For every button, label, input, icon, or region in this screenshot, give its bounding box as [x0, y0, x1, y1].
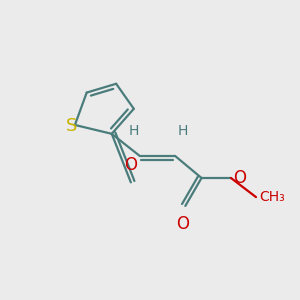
Text: H: H	[129, 124, 139, 138]
Text: H: H	[177, 124, 188, 138]
Text: CH₃: CH₃	[259, 190, 285, 204]
Text: O: O	[124, 156, 137, 174]
Text: O: O	[176, 215, 189, 233]
Text: S: S	[65, 117, 77, 135]
Text: O: O	[233, 169, 246, 187]
